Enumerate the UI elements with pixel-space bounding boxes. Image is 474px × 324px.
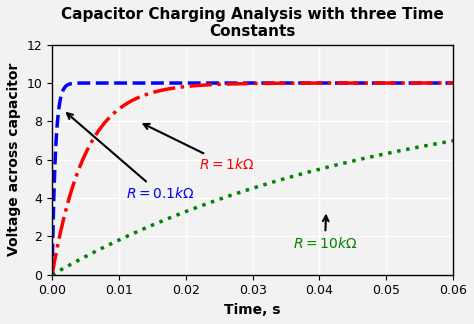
- Text: $R = 10k\Omega$: $R = 10k\Omega$: [293, 216, 357, 251]
- Text: $R = 0.1k\Omega$: $R = 0.1k\Omega$: [67, 113, 194, 201]
- Y-axis label: Voltage across capacitor: Voltage across capacitor: [7, 63, 21, 256]
- X-axis label: Time, s: Time, s: [224, 303, 281, 317]
- Text: $R = 1k\Omega$: $R = 1k\Omega$: [144, 124, 255, 172]
- Title: Capacitor Charging Analysis with three Time
Constants: Capacitor Charging Analysis with three T…: [61, 7, 444, 39]
